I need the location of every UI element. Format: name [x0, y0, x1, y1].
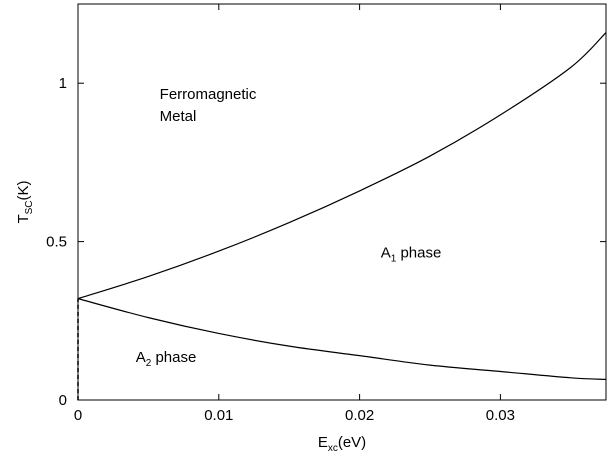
y-axis-label: TSC(K)	[15, 180, 35, 223]
annotation-a1: A1 phase	[381, 244, 442, 264]
x-axis-label: Exc(eV)	[318, 434, 366, 454]
y-tick-label: 1	[59, 75, 67, 92]
series-line-1	[77, 32, 607, 300]
x-tick-label: 0.01	[204, 407, 233, 424]
axis-labels: Exc(eV) TSC(K)	[15, 180, 366, 454]
x-tick-label: 0	[74, 407, 82, 424]
x-tick-label: 0.03	[486, 407, 515, 424]
axis-ticks: 0 0.01 0.02 0.03 0 0.5 1	[46, 4, 606, 424]
annotation-ferromagnetic-line-2: Metal	[160, 108, 197, 125]
y-tick-label: 0.5	[46, 234, 67, 251]
x-tick-label: 0.02	[345, 407, 374, 424]
annotations: Ferromagnetic Metal A1 phase A2 phase	[136, 86, 442, 369]
y-tick-label: 0	[59, 392, 67, 409]
series-line-2	[77, 298, 607, 381]
annotation-ferromagnetic-line-1: Ferromagnetic	[160, 86, 257, 103]
plot-frame	[77, 3, 607, 401]
curves	[77, 32, 607, 401]
plot-border	[77, 3, 607, 401]
annotation-a2: A2 phase	[136, 349, 197, 369]
